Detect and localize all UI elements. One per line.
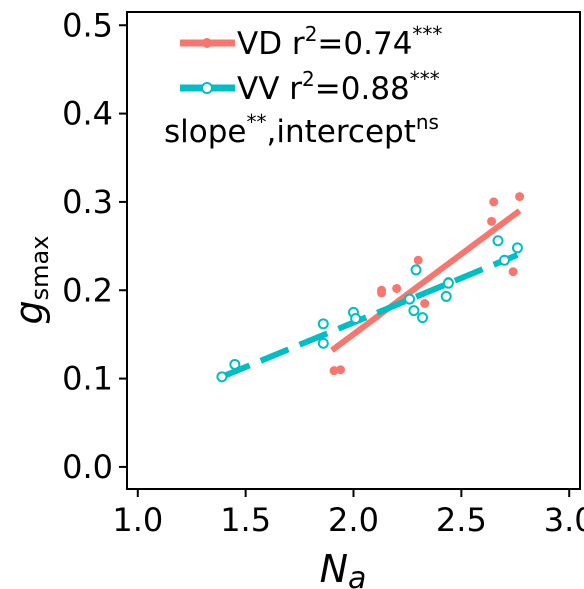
point-vv	[229, 358, 241, 370]
point-vv	[317, 337, 329, 349]
point-vv	[492, 235, 504, 247]
axis-ticks: 1.0 1.5 2.0 2.5 3.0 0.0 0.1 0.2 0.3 0.4 0.5	[62, 6, 584, 539]
y-axis-title: gsmax	[7, 236, 54, 325]
y-axis-title-sub: smax	[26, 236, 54, 301]
point-vv	[417, 312, 429, 324]
legend-label-vd: VD r2=0.74***	[237, 22, 442, 62]
x-axis-title-sub: a	[348, 561, 366, 589]
point-vd	[515, 192, 525, 202]
y-tick-label: 0.5	[62, 6, 113, 44]
annotation-intercept-signif: ns	[416, 110, 439, 134]
point-vv	[442, 277, 454, 289]
point-vd	[413, 255, 423, 265]
point-vd	[489, 197, 499, 207]
x-tick-label: 1.5	[220, 501, 271, 539]
annotation-slope-signif: **	[246, 110, 266, 134]
fit-line-vd	[330, 208, 522, 353]
regression-lines	[220, 208, 522, 380]
point-vv	[511, 242, 523, 254]
y-tick-label: 0.1	[62, 360, 113, 398]
y-tick-label: 0.4	[62, 95, 113, 133]
x-tick-label: 3.0	[544, 501, 584, 539]
point-vv	[317, 318, 329, 330]
annotation-intercept: intercept	[276, 114, 416, 150]
legend-name-vv: VV	[237, 71, 279, 107]
legend-stat-vd: r	[282, 26, 305, 62]
legend-stat-value-vv: =0.88	[315, 71, 410, 107]
y-axis-title-main: g	[7, 300, 51, 324]
point-vd	[392, 283, 402, 293]
x-tick-label: 2.0	[328, 501, 379, 539]
fit-line-vv	[220, 252, 519, 380]
point-vv	[350, 313, 362, 325]
point-vv	[408, 305, 420, 317]
legend-signif-vv: ***	[410, 67, 440, 91]
legend-label-vv: VV r2=0.88***	[237, 67, 440, 107]
legend-entry-vd: VD r2=0.74***	[180, 22, 442, 62]
legend-marker-vd	[202, 38, 212, 48]
significance-annotation: slope**,interceptns	[164, 110, 439, 150]
x-axis-title: Na	[320, 547, 367, 589]
legend-stat-vv: r	[279, 71, 302, 107]
x-axis-title-main: N	[320, 547, 348, 589]
point-vd	[377, 288, 387, 298]
point-vd	[508, 267, 518, 277]
point-vv	[440, 290, 452, 302]
point-vd	[487, 216, 497, 226]
legend-stat-value-vd: =0.74	[317, 26, 412, 62]
point-vv	[404, 293, 416, 305]
y-tick-label: 0.0	[62, 448, 113, 486]
legend-entry-vv: VV r2=0.88***	[180, 67, 440, 107]
legend-marker-vv	[201, 82, 213, 94]
y-tick-label: 0.2	[62, 271, 113, 309]
annotation-slope: slope	[164, 114, 246, 150]
point-vv	[410, 264, 422, 276]
point-vv	[499, 254, 510, 266]
x-tick-label: 2.5	[436, 501, 487, 539]
point-vv	[216, 371, 228, 383]
point-vd	[420, 299, 430, 308]
legend-stat-sup-vv: 2	[302, 67, 315, 91]
legend-stat-sup-vd: 2	[305, 22, 318, 46]
legend-name-vd: VD	[237, 26, 282, 62]
x-tick-label: 1.0	[112, 501, 163, 539]
y-tick-label: 0.3	[62, 183, 113, 221]
legend-signif-vd: ***	[412, 22, 442, 46]
legend: VD r2=0.74*** VV r2=0.88*** slope**,inte…	[164, 22, 442, 150]
data-points	[216, 192, 525, 383]
point-vd	[336, 365, 346, 375]
annotation-separator: ,	[266, 114, 276, 150]
